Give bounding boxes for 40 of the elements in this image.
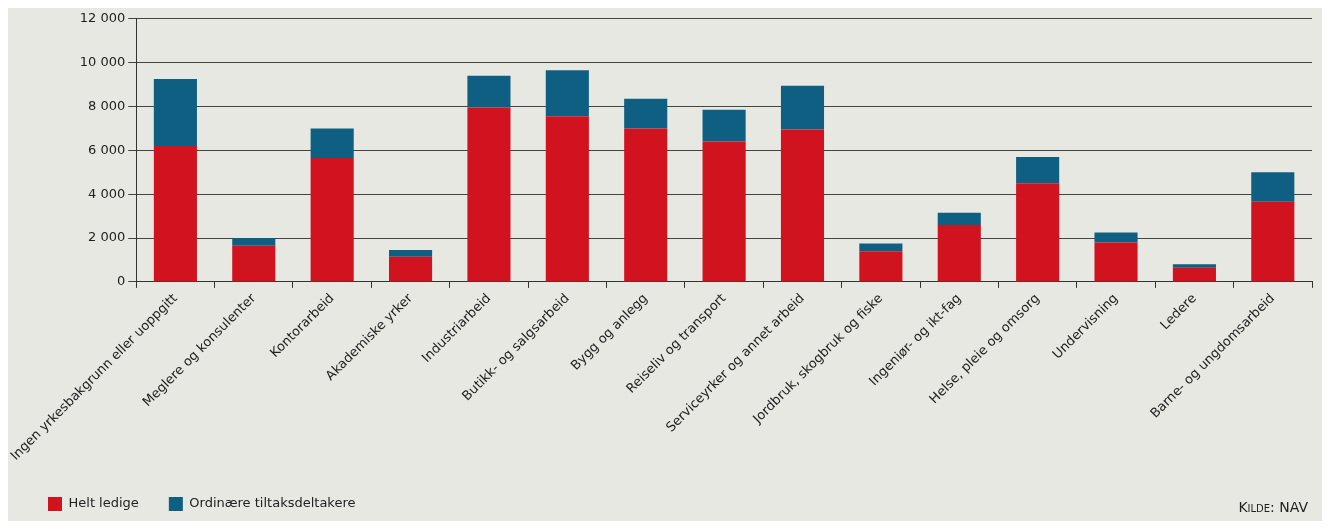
bar xyxy=(153,79,197,146)
y-tick-label: 6 000 xyxy=(87,141,126,157)
bar xyxy=(545,70,589,117)
bar xyxy=(232,238,276,246)
bar xyxy=(1094,242,1138,282)
bar xyxy=(310,128,354,159)
y-tick-label: 8 000 xyxy=(87,97,126,113)
bar xyxy=(702,109,746,142)
bar xyxy=(153,145,197,282)
bar xyxy=(937,224,981,282)
bar xyxy=(467,107,511,282)
legend-label: Ordinære tiltaksdeltakere xyxy=(189,495,356,511)
bar xyxy=(1251,172,1295,202)
bar xyxy=(545,116,589,282)
y-tick-label: 12 000 xyxy=(79,10,126,26)
y-tick-label: 2 000 xyxy=(87,229,126,245)
bar xyxy=(859,243,903,252)
y-tick-label: 0 xyxy=(116,273,126,289)
bar xyxy=(859,251,903,282)
legend-label: Helt ledige xyxy=(68,495,139,511)
bar xyxy=(1251,201,1295,282)
bar xyxy=(1016,156,1060,184)
bar xyxy=(702,141,746,282)
bar xyxy=(310,158,354,282)
bar xyxy=(389,256,433,282)
bar xyxy=(624,98,668,129)
text: Kilde: NAV xyxy=(1238,499,1308,515)
bar xyxy=(389,250,433,257)
bar xyxy=(1172,264,1216,268)
bar xyxy=(780,129,825,282)
bar xyxy=(624,128,668,282)
bar xyxy=(937,212,981,225)
bar xyxy=(467,75,511,108)
bar xyxy=(1094,232,1138,243)
y-tick-label: 10 000 xyxy=(79,54,126,70)
y-tick-label: 4 000 xyxy=(87,185,126,201)
bar xyxy=(780,85,825,130)
bar xyxy=(232,245,276,282)
bar xyxy=(1016,183,1060,282)
bar xyxy=(1172,267,1216,282)
